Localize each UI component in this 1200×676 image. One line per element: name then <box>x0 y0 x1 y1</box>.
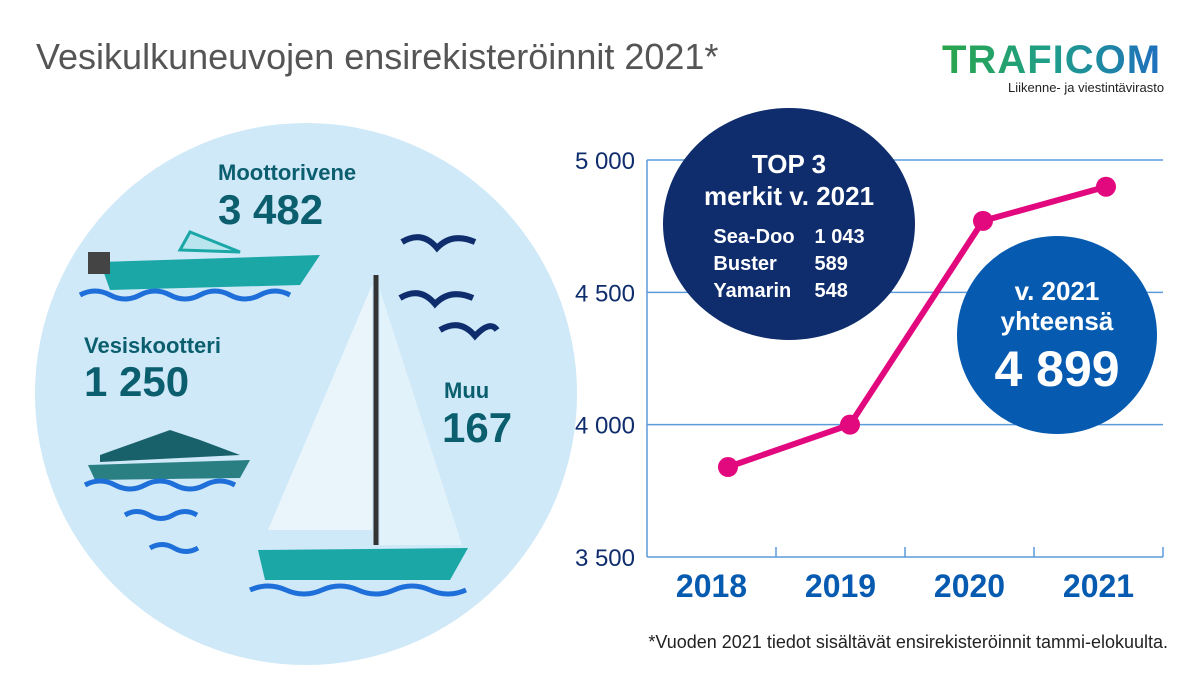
x-tick-label: 2019 <box>805 568 876 604</box>
top3-bubble: TOP 3 merkit v. 2021 Sea-Doo 1 043 Buster… <box>663 108 915 340</box>
data-point <box>1096 176 1116 197</box>
top3-row: Buster 589 <box>703 251 874 278</box>
total-line2: yhteensä <box>1000 306 1114 336</box>
top3-table: Sea-Doo 1 043 Buster 589 Yamarin 548 <box>703 224 874 305</box>
brand: Sea-Doo <box>713 226 795 248</box>
x-tick-label: 2021 <box>1063 568 1134 604</box>
category-name: Vesiskootteri <box>84 333 221 358</box>
motorboat-icon <box>78 230 320 302</box>
y-tick-label: 5 000 <box>575 148 635 175</box>
count: 1 043 <box>814 226 865 248</box>
vessel-illustrations <box>78 230 500 597</box>
footnote: *Vuoden 2021 tiedot sisältävät ensirekis… <box>648 632 1168 652</box>
x-tick-label: 2018 <box>676 568 747 604</box>
category-value: 167 <box>442 404 513 451</box>
category-name: Moottorivene <box>218 160 357 185</box>
x-tick-label: 2020 <box>934 568 1005 604</box>
data-point <box>840 414 860 435</box>
category-value: 1 250 <box>84 358 190 405</box>
y-tick-label: 4 000 <box>575 413 635 440</box>
series-line <box>727 183 1107 470</box>
top3-row: Sea-Doo 1 043 <box>703 224 874 251</box>
page-title: Vesikulkuneuvojen ensirekisteröinnit 202… <box>36 36 719 77</box>
total-bubble: v. 2021 yhteensä 4 899 <box>957 236 1157 434</box>
y-tick-label: 3 500 <box>575 545 635 572</box>
top3-subheading: merkit v. 2021 <box>703 181 875 211</box>
brand: Buster <box>713 253 777 275</box>
category-value: 3 482 <box>218 186 324 233</box>
top3-heading: TOP 3 <box>751 149 827 179</box>
data-point <box>973 210 993 231</box>
count: 589 <box>814 253 848 275</box>
traficom-logo: TRAFICOM <box>942 38 1162 82</box>
data-point <box>718 457 738 478</box>
y-tick-label: 4 500 <box>575 280 635 307</box>
count: 548 <box>814 280 848 302</box>
category-name: Muu <box>444 378 490 403</box>
brand: Yamarin <box>713 280 792 302</box>
top3-row: Yamarin 548 <box>703 278 874 305</box>
total-value: 4 899 <box>994 341 1120 397</box>
jetski-icon <box>83 430 250 554</box>
logo-subtitle: Liikenne- ja viestintävirasto <box>1008 80 1165 95</box>
birds-icon <box>398 234 500 341</box>
total-line1: v. 2021 <box>1014 276 1100 306</box>
sailboat-icon <box>248 275 468 597</box>
